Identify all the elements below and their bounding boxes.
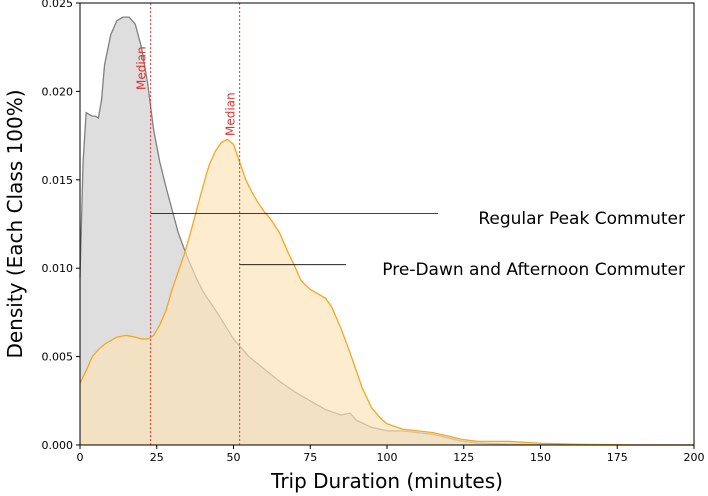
x-tick-label: 50 (227, 451, 241, 464)
x-axis-title: Trip Duration (minutes) (270, 469, 503, 493)
x-tick-label: 125 (453, 451, 474, 464)
x-tick-label: 75 (303, 451, 317, 464)
density-area-series-1 (80, 139, 694, 445)
y-tick-label: 0.005 (42, 351, 74, 364)
x-tick-label: 25 (150, 451, 164, 464)
y-tick-label: 0.025 (42, 0, 74, 10)
x-tick-label: 100 (377, 451, 398, 464)
y-tick-label: 0.010 (42, 262, 74, 275)
annotation-label-1: Pre-Dawn and Afternoon Commuter (382, 260, 685, 280)
density-areas (79, 16, 695, 446)
y-tick-label: 0.000 (42, 439, 74, 452)
x-tick-label: 0 (77, 451, 84, 464)
x-tick-label: 200 (684, 451, 705, 464)
y-tick-label: 0.020 (42, 85, 74, 98)
median-lines: Median Median (135, 3, 241, 445)
annotation-leaders: Regular Peak Commuter Pre-Dawn and Aftern… (150, 209, 685, 280)
y-tick-label: 0.015 (42, 174, 74, 187)
median-label-0: Median (135, 46, 149, 90)
x-tick-label: 150 (530, 451, 551, 464)
annotation-label-0: Regular Peak Commuter (478, 209, 685, 229)
density-line-series-1 (79, 138, 695, 446)
x-axis-ticks: 0 25 50 75 100 125 150 175 200 (77, 445, 705, 464)
x-tick-label: 175 (607, 451, 628, 464)
y-axis-title: Density (Each Class 100%) (3, 89, 27, 358)
median-label-1: Median (224, 92, 238, 136)
y-axis-ticks: 0.000 0.005 0.010 0.015 0.020 0.025 (42, 0, 80, 452)
